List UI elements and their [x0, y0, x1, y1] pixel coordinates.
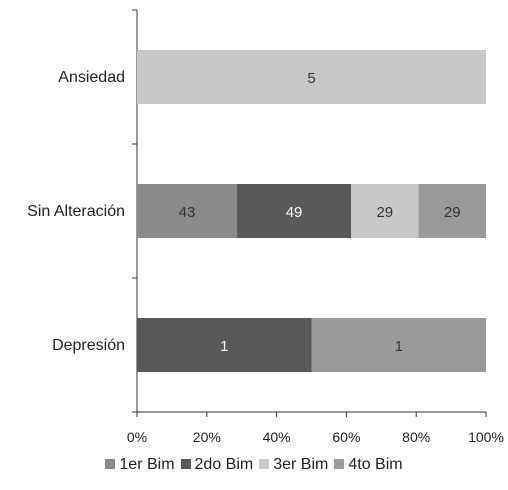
data-label: 1	[220, 338, 228, 355]
x-tick-label: 60%	[332, 429, 360, 445]
legend-swatch	[180, 459, 191, 469]
x-tick-label: 100%	[468, 429, 504, 445]
legend-swatch	[105, 459, 116, 469]
bar-segment	[311, 318, 486, 372]
category-labels: Ansiedad Sin Alteración Depresión	[27, 69, 125, 354]
bar-segment	[418, 184, 486, 238]
legend-label: 2do Bim	[194, 456, 254, 473]
data-label: 1	[395, 338, 403, 355]
data-label: 29	[444, 204, 461, 221]
category-label: Depresión	[52, 337, 125, 354]
legend-item: 4to Bim	[334, 456, 403, 474]
legend-label: 1er Bim	[119, 456, 175, 473]
data-label: 5	[307, 70, 315, 87]
category-label: Ansiedad	[58, 69, 125, 86]
data-label: 43	[179, 204, 196, 221]
bar-segment	[137, 184, 238, 238]
x-tick-label: 20%	[193, 429, 221, 445]
legend-item: 1er Bim	[105, 456, 175, 474]
data-label: 29	[376, 204, 393, 221]
legend-item: 3er Bim	[259, 456, 328, 474]
legend-swatch	[259, 459, 270, 469]
category-label: Sin Alteración	[27, 203, 125, 220]
bar-segment	[137, 318, 312, 372]
data-label: 49	[286, 204, 303, 221]
x-tick-labels: 0% 20% 40% 60% 80% 100%	[127, 429, 504, 445]
legend-item: 2do Bim	[180, 456, 254, 474]
chart-bars: 5 43 49 29 29 1 1	[137, 50, 486, 372]
x-tick-label: 80%	[402, 429, 430, 445]
chart: 5 43 49 29 29 1 1 Ansiedad Sin Alteración Depres…	[27, 9, 504, 445]
legend-swatch	[334, 459, 345, 469]
x-tick-label: 40%	[263, 429, 291, 445]
chart-legend: 1er Bim 2do Bim 3er Bim 4to Bim	[0, 456, 508, 474]
legend-label: 3er Bim	[273, 456, 329, 473]
bar-segment	[137, 50, 486, 104]
bar-segment	[351, 184, 419, 238]
bar-segment	[237, 184, 352, 238]
legend-label: 4to Bim	[348, 456, 403, 473]
x-tick-label: 0%	[127, 429, 147, 445]
